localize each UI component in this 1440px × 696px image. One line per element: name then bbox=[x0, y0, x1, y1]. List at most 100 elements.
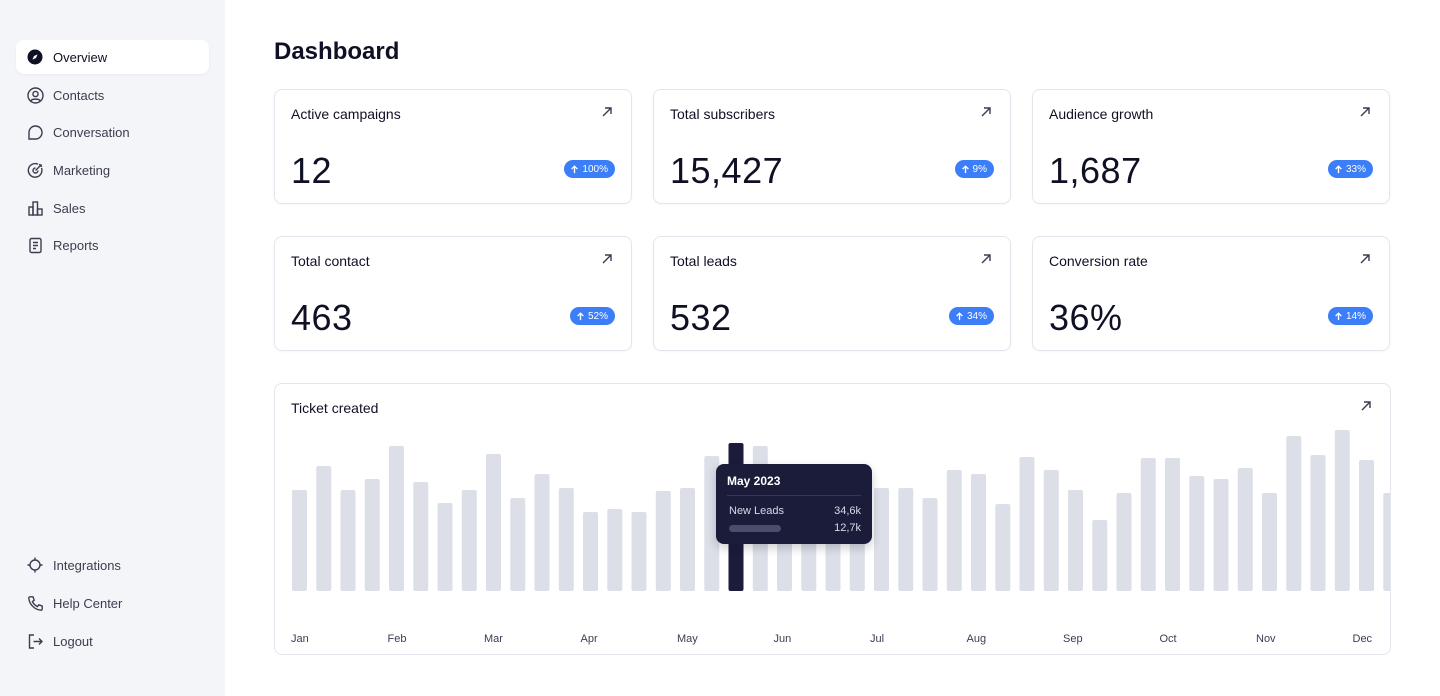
sidebar-item-reports[interactable]: Reports bbox=[16, 228, 209, 262]
main-content: Dashboard Active campaigns 12 100% Total… bbox=[225, 0, 1440, 696]
arrow-up-icon bbox=[1335, 311, 1342, 320]
chart-bar[interactable] bbox=[1189, 476, 1205, 591]
arrow-up-icon bbox=[956, 311, 963, 320]
chart-bar[interactable] bbox=[655, 491, 671, 591]
chart-bar[interactable] bbox=[389, 446, 404, 591]
chart-bar[interactable] bbox=[922, 498, 938, 591]
tooltip-value: 34,6k bbox=[834, 505, 861, 517]
chart-bar[interactable] bbox=[971, 474, 986, 591]
arrow-up-right-icon[interactable] bbox=[599, 104, 615, 120]
phone-icon bbox=[26, 594, 44, 612]
sidebar-item-label: Contacts bbox=[53, 87, 105, 103]
arrow-up-right-icon[interactable] bbox=[978, 104, 994, 120]
chart-bar[interactable] bbox=[1237, 468, 1253, 591]
card-value: 463 bbox=[291, 297, 353, 338]
integrations-icon bbox=[26, 556, 44, 574]
arrow-up-right-icon[interactable] bbox=[1357, 251, 1373, 267]
chart-bar[interactable] bbox=[1140, 458, 1156, 591]
chart-bar[interactable] bbox=[1092, 520, 1108, 591]
sidebar-item-label: Reports bbox=[53, 237, 99, 253]
x-axis-label: Feb bbox=[388, 633, 407, 645]
chart-bar[interactable] bbox=[874, 488, 889, 591]
sidebar-item-label: Help Center bbox=[53, 595, 123, 611]
growth-badge: 100% bbox=[564, 160, 615, 178]
arrow-up-right-icon[interactable] bbox=[599, 251, 615, 267]
chart-bar[interactable] bbox=[1068, 490, 1083, 591]
chart-bar[interactable] bbox=[1213, 479, 1229, 591]
chart-bar[interactable] bbox=[704, 456, 720, 591]
chart-bar[interactable] bbox=[946, 470, 962, 591]
stat-card-total-contact: Total contact 463 52% bbox=[274, 236, 632, 351]
chart-bar[interactable] bbox=[1383, 493, 1390, 591]
chart-bar[interactable] bbox=[995, 504, 1011, 591]
x-axis-label: Dec bbox=[1353, 633, 1373, 645]
sidebar-item-label: Integrations bbox=[53, 557, 121, 573]
card-title: Active campaigns bbox=[291, 106, 401, 122]
document-icon bbox=[26, 236, 44, 254]
card-title: Audience growth bbox=[1049, 106, 1154, 122]
chart-bar[interactable] bbox=[486, 454, 501, 591]
card-value: 532 bbox=[670, 297, 732, 338]
card-title: Conversion rate bbox=[1049, 253, 1148, 269]
sidebar-item-help-center[interactable]: Help Center bbox=[16, 586, 209, 620]
x-axis-label: Oct bbox=[1160, 633, 1177, 645]
chart-bar[interactable] bbox=[898, 488, 914, 591]
chart-bar[interactable] bbox=[316, 466, 332, 591]
chart-bar[interactable] bbox=[1310, 455, 1326, 591]
tooltip-divider bbox=[727, 495, 861, 496]
chart-bar[interactable] bbox=[364, 479, 380, 591]
chart-bar[interactable] bbox=[461, 490, 477, 591]
sidebar-item-contacts[interactable]: Contacts bbox=[16, 78, 209, 112]
x-axis-label: Jan bbox=[291, 633, 309, 645]
sidebar-item-logout[interactable]: Logout bbox=[16, 624, 209, 658]
growth-badge: 34% bbox=[948, 307, 994, 325]
chart-title: Ticket created bbox=[291, 400, 379, 416]
sidebar-item-label: Conversation bbox=[53, 124, 130, 140]
card-value: 1,687 bbox=[1049, 150, 1142, 191]
sidebar-item-integrations[interactable]: Integrations bbox=[16, 548, 209, 582]
sidebar-item-marketing[interactable]: Marketing bbox=[16, 153, 209, 187]
stat-card-total-subscribers: Total subscribers 15,427 9% bbox=[653, 89, 1011, 204]
chart-bar[interactable] bbox=[1116, 493, 1132, 591]
chart-bar[interactable] bbox=[631, 512, 647, 591]
ticket-chart-card: Jan Feb Mar Apr May Jun Jul Aug Sep Oct Nov Dec Tic… bbox=[274, 383, 1391, 655]
stat-card-audience-growth: Audience growth 1,687 33% bbox=[1032, 89, 1390, 204]
chart-bar[interactable] bbox=[534, 474, 550, 591]
chart-bar[interactable] bbox=[510, 498, 526, 591]
sidebar-item-overview[interactable]: Overview bbox=[16, 40, 209, 74]
arrow-up-right-icon[interactable] bbox=[978, 251, 994, 267]
sidebar-item-conversation[interactable]: Conversation bbox=[16, 115, 209, 149]
chart-bar[interactable] bbox=[583, 512, 598, 591]
growth-badge: 14% bbox=[1327, 307, 1373, 325]
chart-bar[interactable] bbox=[558, 488, 574, 591]
chart-bar[interactable] bbox=[607, 509, 623, 591]
chart-bar[interactable] bbox=[1165, 458, 1180, 591]
chart-bar[interactable] bbox=[1019, 457, 1035, 591]
chart-bar[interactable] bbox=[1359, 460, 1374, 591]
badge-value: 9% bbox=[972, 163, 987, 175]
badge-value: 14% bbox=[1345, 310, 1366, 322]
chart-bar[interactable] bbox=[292, 490, 307, 591]
sidebar-item-label: Logout bbox=[53, 633, 93, 649]
chart-bar[interactable] bbox=[1334, 430, 1350, 591]
arrow-up-right-icon[interactable] bbox=[1357, 104, 1373, 120]
chart-tooltip: May 2023 New Leads 34,6k 12,7k bbox=[716, 464, 872, 544]
page-title: Dashboard bbox=[274, 38, 400, 65]
x-axis-label: Apr bbox=[581, 633, 598, 645]
chart-bar[interactable] bbox=[1262, 493, 1277, 591]
chart-bar[interactable] bbox=[680, 488, 695, 591]
sidebar-item-sales[interactable]: Sales bbox=[16, 191, 209, 225]
chart-bar[interactable] bbox=[340, 490, 356, 591]
chart-bar[interactable] bbox=[437, 503, 453, 591]
chart-bar[interactable] bbox=[1043, 470, 1059, 591]
badge-value: 34% bbox=[966, 310, 987, 322]
chart-bar[interactable] bbox=[413, 482, 429, 591]
user-circle-icon bbox=[26, 86, 44, 104]
growth-badge: 52% bbox=[569, 307, 615, 325]
arrow-up-right-icon[interactable] bbox=[1358, 398, 1374, 414]
arrow-up-icon bbox=[571, 164, 579, 173]
stat-card-total-leads: Total leads 532 34% bbox=[653, 236, 1011, 351]
arrow-up-icon bbox=[577, 311, 584, 320]
chart-bar[interactable] bbox=[1286, 436, 1302, 591]
sidebar-item-label: Sales bbox=[53, 200, 86, 216]
